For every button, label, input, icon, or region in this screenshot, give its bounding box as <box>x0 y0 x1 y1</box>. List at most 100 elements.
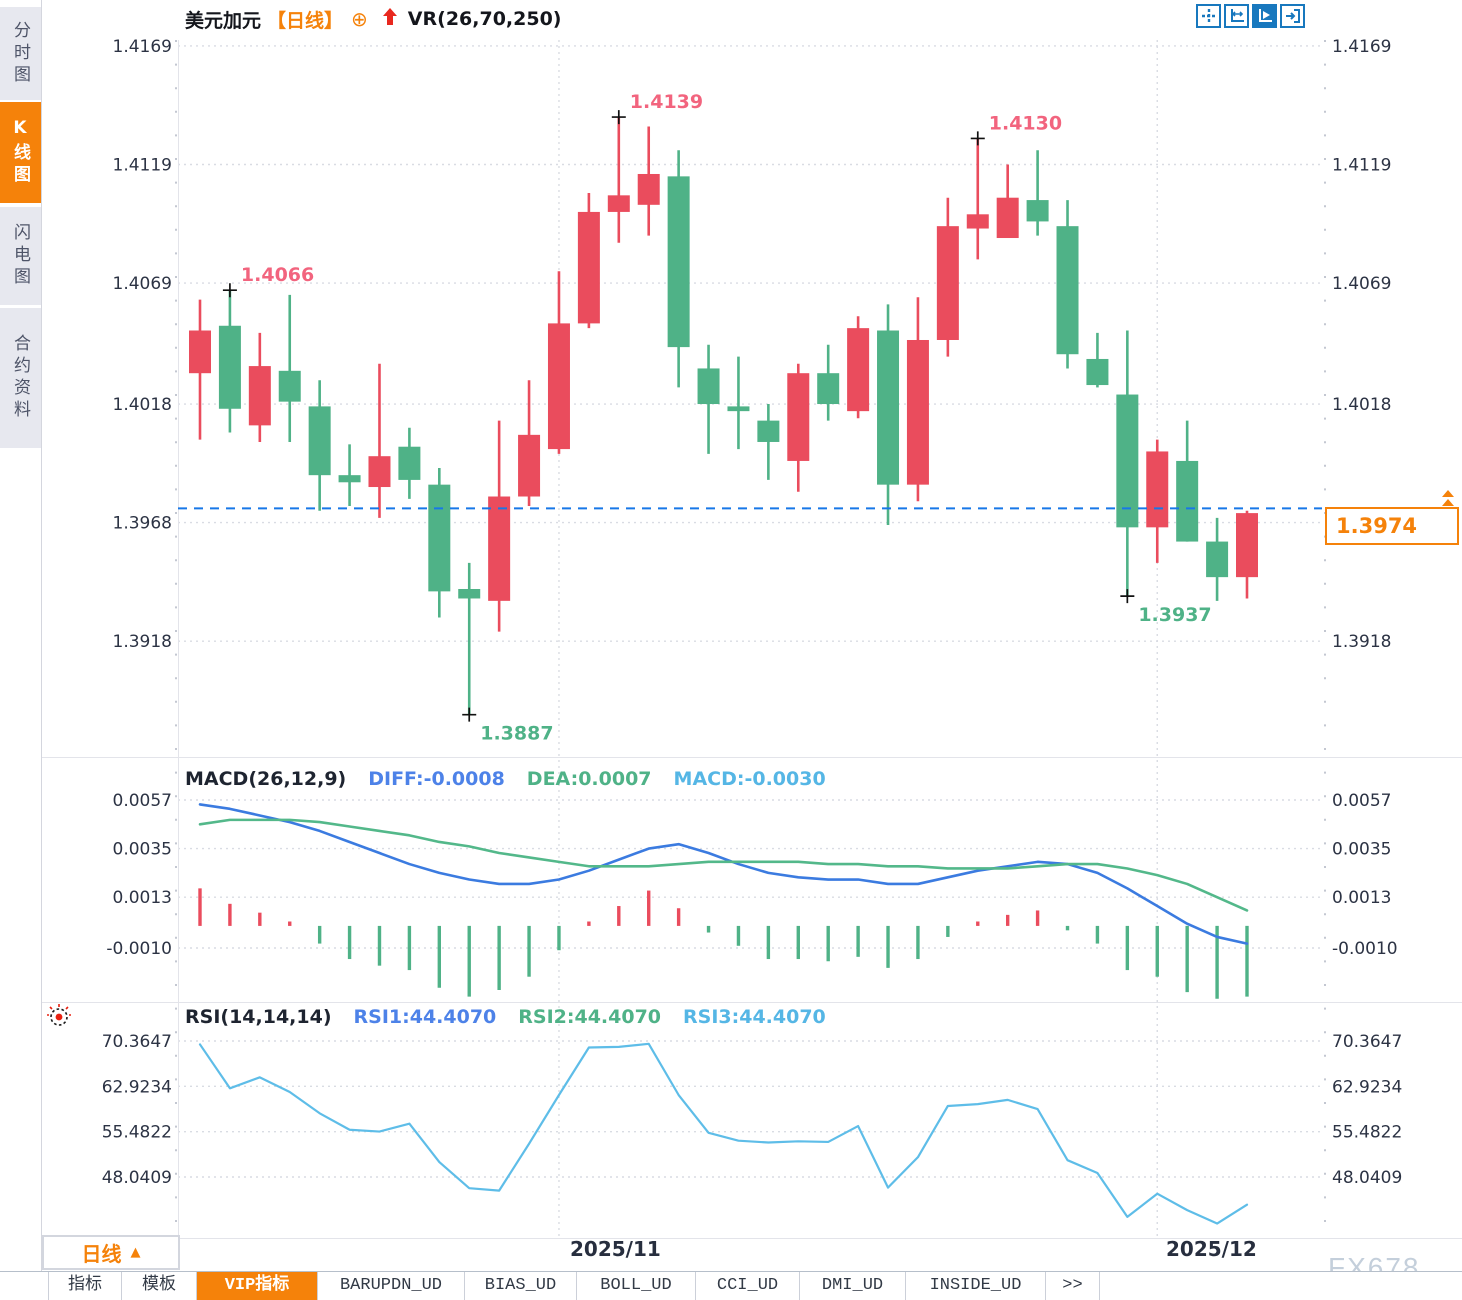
candle-body <box>547 323 570 450</box>
candle-body <box>1086 358 1109 386</box>
candle-body <box>1236 513 1259 578</box>
x-axis-label-november: 2025/11 <box>570 1237 661 1261</box>
macd-legend: MACD(26,12,9) DIFF:-0.0008 DEA:0.0007 MA… <box>185 768 826 790</box>
price-up-arrow-icon <box>382 7 398 32</box>
price-tick-label: 1.3968 <box>113 514 172 534</box>
macd-dea-line <box>198 818 1249 912</box>
candle-body <box>906 339 929 485</box>
candle-body <box>308 406 331 476</box>
candle-body <box>637 173 660 205</box>
candle-body <box>1206 541 1229 578</box>
macd-tick-label: 0.0035 <box>1332 840 1391 860</box>
price-pointer-icon <box>1442 490 1454 507</box>
macd-tick-label: 0.0057 <box>113 791 172 811</box>
candle-body <box>817 373 840 405</box>
candle-body <box>488 496 511 601</box>
macd-diff-value: DIFF:-0.0008 <box>368 768 505 790</box>
candle-body <box>787 373 810 461</box>
tab-templates[interactable]: 模板 <box>122 1272 197 1300</box>
rsi-tick-label: 48.0409 <box>1332 1168 1402 1188</box>
chevron-up-icon: ▲ <box>130 1245 141 1260</box>
rsi-tick-label: 62.9234 <box>1332 1077 1402 1097</box>
price-tick-label: 1.4069 <box>113 274 172 294</box>
axis-play-icon[interactable] <box>1252 4 1277 28</box>
tab-indicators[interactable]: 指标 <box>48 1272 122 1300</box>
sidebar-item-timeshare-chart[interactable]: 分时图 <box>0 7 41 100</box>
tab-cci-ud[interactable]: CCI_UD <box>696 1272 800 1300</box>
axis-scale-icon[interactable] <box>1224 4 1249 28</box>
swing-high-marker <box>611 110 626 125</box>
swing-low-label: 1.3887 <box>480 723 553 745</box>
candle-body <box>1116 394 1139 528</box>
candle-body <box>727 406 750 412</box>
indicator-tabbar: 指标 模板 VIP指标 BARUPDN_UD BIAS_UD BOLL_UD C… <box>0 1271 1462 1300</box>
sidebar-item-label: 合约资料 <box>10 334 30 422</box>
pan-crosshair-icon[interactable] <box>1196 4 1221 28</box>
price-tick-label: 1.4119 <box>113 156 172 176</box>
tab-boll-ud[interactable]: BOLL_UD <box>577 1272 696 1300</box>
rsi-tick-label: 55.4822 <box>102 1123 172 1143</box>
candle-body <box>278 370 301 402</box>
candle-body <box>667 176 690 348</box>
candle-body <box>996 197 1019 239</box>
price-tick-label: 1.4169 <box>113 37 172 57</box>
tab-dmi-ud[interactable]: DMI_UD <box>800 1272 906 1300</box>
rsi3-value: RSI3:44.4070 <box>683 1006 826 1028</box>
candle-body <box>428 484 451 592</box>
candle-body <box>518 434 541 497</box>
candle-body <box>248 366 271 426</box>
swing-high-label: 1.4066 <box>241 264 314 286</box>
candle-body <box>757 420 780 442</box>
x-axis-label-december: 2025/12 <box>1166 1237 1257 1261</box>
period-selector-button[interactable]: 日线 ▲ <box>42 1235 180 1270</box>
macd-diff-line <box>198 803 1249 945</box>
price-tick-label: 1.4069 <box>1332 274 1391 294</box>
sidebar-item-lightning-chart[interactable]: 闪电图 <box>0 207 41 305</box>
tab-more[interactable]: >> <box>1046 1272 1100 1300</box>
swing-low-marker <box>1120 589 1135 604</box>
swing-high-marker <box>222 283 237 298</box>
tab-bias-ud[interactable]: BIAS_UD <box>465 1272 577 1300</box>
candle-body <box>458 588 481 599</box>
candle-body <box>877 330 900 485</box>
swing-high-marker <box>970 131 985 146</box>
swing-low-marker <box>462 707 477 722</box>
candle-body <box>697 368 720 405</box>
price-tick-label: 1.4169 <box>1332 37 1391 57</box>
left-sidebar: 分时图 K线图 闪电图 合约资料 <box>0 0 42 1300</box>
rsi-legend: RSI(14,14,14) RSI1:44.4070 RSI2:44.4070 … <box>185 1006 826 1028</box>
sidebar-item-contract-info[interactable]: 合约资料 <box>0 308 41 448</box>
candle-body <box>966 214 989 229</box>
macd-dea-value: DEA:0.0007 <box>526 768 652 790</box>
price-tick-label: 1.4018 <box>1332 395 1391 415</box>
sidebar-item-label: K线图 <box>10 118 30 187</box>
macd-tick-label: 0.0013 <box>1332 888 1391 908</box>
rsi-tick-label: 62.9234 <box>102 1077 172 1097</box>
swing-high-label: 1.4139 <box>630 91 703 113</box>
candle-body <box>847 328 870 412</box>
indicator-settings-icon[interactable] <box>45 1003 73 1035</box>
candle-body <box>338 475 361 483</box>
tab-barupdn-ud[interactable]: BARUPDN_UD <box>318 1272 465 1300</box>
candle-body <box>218 325 241 409</box>
candle-body <box>577 211 600 324</box>
candle-body <box>1176 460 1199 542</box>
rsi2-value: RSI2:44.4070 <box>518 1006 662 1028</box>
rsi-tick-label: 55.4822 <box>1332 1123 1402 1143</box>
rsi-tick-label: 48.0409 <box>102 1168 172 1188</box>
candle-body <box>1026 200 1049 222</box>
candle-body <box>368 456 391 488</box>
candle-body <box>607 195 630 212</box>
current-price-value: 1.3974 <box>1336 514 1418 539</box>
tab-vip-indicators[interactable]: VIP指标 <box>197 1272 318 1300</box>
exit-right-icon[interactable] <box>1280 4 1305 28</box>
sidebar-item-kline-chart[interactable]: K线图 <box>0 102 41 203</box>
circle-plus-icon[interactable]: ⊕ <box>351 7 368 31</box>
tab-inside-ud[interactable]: INSIDE_UD <box>906 1272 1046 1300</box>
symbol-title: 美元加元 <box>185 9 262 32</box>
swing-low-label: 1.3937 <box>1138 604 1211 626</box>
period-selector-label: 日线 <box>81 1242 122 1266</box>
rsi-line <box>198 1042 1249 1225</box>
period-tag[interactable]: 【日线】 <box>267 9 344 32</box>
macd-tick-label: -0.0010 <box>1332 939 1398 959</box>
